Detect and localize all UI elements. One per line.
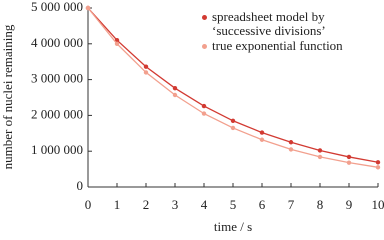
x-tick-label: 7 bbox=[288, 197, 295, 212]
x-tick-label: 6 bbox=[259, 197, 266, 212]
y-tick-label: 4 000 000 bbox=[31, 35, 83, 50]
y-axis-label: number of nuclei remaining bbox=[0, 24, 15, 169]
x-tick-label: 0 bbox=[85, 197, 92, 212]
data-point bbox=[172, 92, 178, 98]
data-point bbox=[259, 130, 265, 135]
x-tick-label: 3 bbox=[172, 197, 179, 212]
data-point bbox=[201, 111, 207, 116]
x-axis-label: time / s bbox=[214, 219, 252, 234]
data-point bbox=[143, 70, 149, 75]
data-point bbox=[230, 125, 236, 131]
y-tick-label: 1 000 000 bbox=[31, 142, 83, 157]
y-tick-label: 5 000 000 bbox=[31, 0, 83, 14]
data-point bbox=[230, 118, 236, 123]
x-tick-label: 8 bbox=[317, 197, 324, 212]
x-tick-label: 5 bbox=[230, 197, 237, 212]
data-point bbox=[143, 64, 149, 69]
x-tick-label: 4 bbox=[201, 197, 208, 212]
legend-item: spreadsheet model by ‘successive divisio… bbox=[200, 10, 380, 38]
y-tick-label: 2 000 000 bbox=[31, 106, 83, 121]
data-point bbox=[346, 154, 352, 160]
y-tick-label: 0 bbox=[77, 178, 84, 193]
legend-label: spreadsheet model by ‘successive divisio… bbox=[212, 9, 326, 38]
data-point bbox=[375, 160, 381, 165]
y-tick-label: 3 000 000 bbox=[31, 71, 83, 86]
data-point bbox=[201, 103, 207, 109]
legend-item: true exponential function bbox=[200, 39, 380, 53]
x-tick-label: 9 bbox=[346, 197, 353, 212]
data-point bbox=[288, 147, 294, 152]
data-point bbox=[114, 41, 120, 46]
x-tick-label: 2 bbox=[143, 197, 150, 212]
data-point bbox=[375, 165, 381, 170]
data-point bbox=[114, 38, 120, 43]
data-point bbox=[317, 154, 323, 160]
data-point bbox=[317, 148, 323, 153]
data-point bbox=[346, 160, 352, 165]
data-point bbox=[172, 85, 178, 91]
legend-label: true exponential function bbox=[212, 38, 343, 53]
x-tick-label: 10 bbox=[372, 197, 384, 212]
x-tick-label: 1 bbox=[114, 197, 121, 212]
data-point bbox=[288, 140, 294, 145]
data-point bbox=[85, 5, 91, 11]
legend: spreadsheet model by ‘successive divisio… bbox=[200, 10, 380, 54]
legend-marker bbox=[202, 15, 207, 20]
legend-marker bbox=[202, 44, 207, 49]
data-point bbox=[259, 137, 265, 142]
